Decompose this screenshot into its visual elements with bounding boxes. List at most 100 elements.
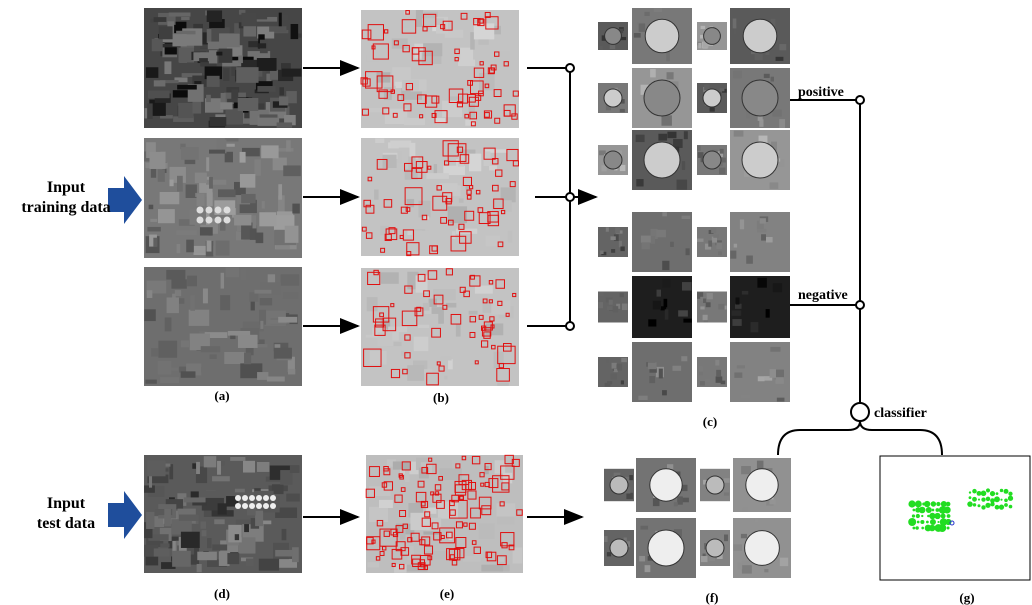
texture	[206, 180, 226, 185]
texture	[282, 529, 287, 540]
texture	[448, 359, 453, 369]
texture	[146, 67, 158, 78]
texture	[452, 231, 455, 239]
texture	[723, 478, 729, 483]
texture	[181, 147, 199, 160]
texture	[147, 290, 153, 298]
detection	[972, 489, 977, 494]
texture	[779, 44, 786, 50]
texture	[426, 173, 448, 179]
texture	[216, 241, 230, 256]
texture	[257, 372, 268, 380]
texture	[210, 354, 217, 359]
texture	[611, 249, 615, 253]
texture	[656, 290, 661, 297]
texture	[609, 300, 613, 305]
figure: Input training data Input test data posi…	[0, 0, 1032, 605]
texture	[634, 33, 641, 38]
texture	[244, 352, 251, 364]
texture	[259, 559, 279, 571]
panel-label: (d)	[214, 586, 230, 601]
texture	[145, 380, 156, 384]
texture	[278, 317, 297, 323]
detection	[981, 498, 985, 502]
detection	[917, 521, 920, 524]
texture	[196, 462, 200, 474]
texture	[238, 55, 243, 63]
texture	[700, 306, 704, 309]
texture	[200, 227, 213, 235]
texture	[238, 98, 259, 111]
texture	[620, 165, 626, 171]
texture	[423, 303, 429, 311]
texture	[390, 140, 411, 147]
tank	[242, 495, 248, 501]
tank	[197, 207, 204, 214]
texture	[282, 69, 302, 77]
texture	[706, 302, 711, 307]
tank	[610, 476, 628, 494]
input-text: Input	[47, 495, 86, 512]
detection	[929, 525, 936, 532]
texture	[776, 57, 784, 61]
texture	[236, 67, 258, 83]
texture	[244, 524, 249, 532]
texture	[755, 53, 763, 60]
detection	[996, 492, 999, 495]
texture	[169, 12, 191, 16]
texture	[154, 80, 166, 86]
texture	[686, 248, 690, 255]
texture	[207, 76, 220, 87]
texture	[684, 131, 688, 139]
texture	[158, 169, 165, 182]
negative-label: negative	[798, 288, 848, 303]
texture	[681, 356, 687, 361]
texture	[235, 534, 239, 540]
texture	[667, 464, 673, 469]
texture	[227, 99, 239, 103]
texture	[407, 365, 424, 381]
tank	[645, 19, 679, 53]
texture	[171, 279, 186, 288]
texture	[598, 292, 603, 296]
detection	[937, 521, 939, 523]
texture	[644, 12, 649, 16]
texture	[700, 381, 705, 385]
texture	[460, 48, 473, 64]
input-text: test data	[37, 515, 95, 532]
texture	[250, 228, 257, 239]
texture	[240, 152, 246, 163]
texture	[404, 118, 425, 125]
texture	[285, 226, 299, 243]
texture	[456, 324, 461, 336]
texture	[665, 309, 669, 319]
detection	[1008, 496, 1013, 501]
texture	[167, 297, 179, 313]
detection	[944, 507, 951, 514]
texture	[698, 152, 704, 158]
texture	[469, 154, 481, 172]
panel-label: (e)	[440, 586, 454, 601]
texture	[458, 154, 464, 166]
texture	[621, 380, 624, 384]
texture	[746, 256, 753, 264]
texture	[751, 322, 759, 332]
texture	[153, 238, 157, 247]
texture	[494, 51, 509, 67]
texture	[662, 279, 670, 288]
texture	[708, 240, 712, 246]
tank	[703, 151, 721, 169]
tank	[235, 503, 241, 509]
texture	[275, 550, 292, 557]
detection	[941, 514, 946, 519]
detection	[1009, 505, 1013, 509]
texture	[715, 360, 719, 366]
tank	[249, 503, 255, 509]
texture	[207, 241, 212, 252]
texture	[179, 47, 187, 63]
texture	[279, 87, 284, 95]
tank	[235, 495, 241, 501]
detection	[920, 520, 924, 524]
texture	[732, 319, 741, 326]
detection	[924, 501, 930, 507]
